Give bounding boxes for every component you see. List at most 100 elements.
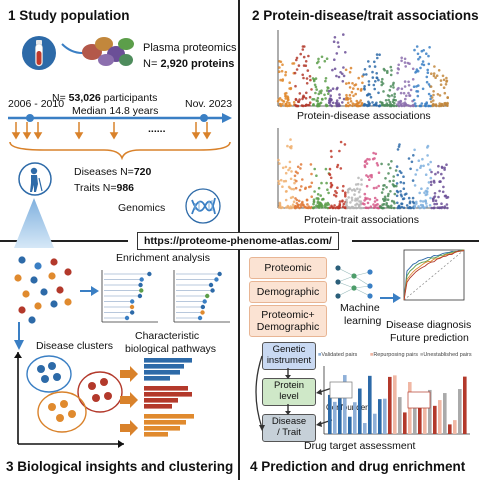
scatter-point [332, 206, 335, 209]
scatter-point [442, 78, 446, 82]
scatter-point [397, 104, 401, 108]
enrichment-lollipop-plot-2 [173, 270, 230, 323]
scatter-point [333, 58, 336, 61]
drug-target-label: Drug target assessment [304, 440, 416, 452]
protein-line2: level [279, 391, 299, 402]
scatter-point [372, 203, 375, 206]
scatter-point [278, 66, 281, 69]
scatter-point [431, 103, 435, 107]
scatter-point [430, 72, 433, 75]
scatter-point [280, 98, 283, 102]
scatter-point [400, 87, 404, 91]
scatter-point [375, 198, 379, 202]
scatter-point [382, 197, 385, 201]
scatter-point [355, 99, 359, 103]
scatter-point [328, 206, 332, 210]
scatter-point [314, 85, 318, 89]
scatter-point [398, 143, 401, 146]
scatter-point [434, 76, 437, 79]
scatter-point [443, 166, 446, 170]
scatter-point [400, 205, 404, 209]
scatter-point [407, 91, 410, 95]
scatter-point [293, 71, 297, 75]
scatter-point [278, 60, 281, 63]
scatter-point [430, 100, 433, 104]
scatter-point [363, 192, 367, 196]
horizontal-divider-right [352, 240, 479, 242]
scatter-point [332, 40, 336, 43]
scatter-point [276, 99, 280, 103]
scatter-point [375, 72, 378, 75]
scatter-point [346, 206, 349, 210]
timeline-dots: ...... [148, 123, 166, 135]
atlas-url[interactable]: https://proteome-phenome-atlas.com/ [137, 232, 339, 250]
scatter-point [323, 203, 327, 207]
scatter-point [308, 95, 312, 99]
protein-level-box: Protein level [262, 378, 316, 406]
scatter-point [329, 103, 332, 107]
protein-disease-manhattan-plot [276, 30, 449, 108]
scatter-point [411, 196, 415, 200]
lollipop-dot [138, 282, 143, 288]
plasma-proteomics-label: Plasma proteomics [143, 42, 237, 54]
scatter-point [359, 203, 363, 206]
scatter-point [334, 102, 338, 105]
lollipop-dot [130, 299, 135, 304]
scatter-point [385, 203, 388, 207]
scatter-point [301, 45, 305, 48]
scatter-point [376, 56, 379, 60]
scatter-point [428, 204, 432, 207]
scatter-point [286, 100, 289, 104]
scatter-point [301, 178, 304, 181]
scatter-point [425, 75, 429, 79]
scatter-point [396, 201, 399, 205]
ml-label-2: learning [344, 315, 382, 327]
scatter-point [375, 101, 378, 105]
protein-dot [22, 290, 30, 298]
scatter-point [388, 88, 392, 92]
scatter-point [366, 175, 370, 178]
scatter-point [390, 204, 393, 208]
scatter-point [312, 79, 316, 83]
median-followup: Median 14.8 years [72, 105, 159, 117]
scatter-point [345, 93, 348, 97]
participants-count: N= 53,026 participants [52, 92, 158, 104]
scatter-point [446, 206, 449, 210]
scatter-point [339, 167, 343, 170]
scatter-point [392, 104, 396, 108]
scatter-point [336, 41, 340, 44]
scatter-point [405, 94, 408, 98]
scatter-point [289, 87, 292, 91]
scatter-point [368, 178, 371, 181]
scatter-point [423, 191, 426, 194]
scatter-point [329, 98, 333, 102]
scatter-point [432, 199, 435, 203]
scatter-point [390, 160, 393, 163]
scatter-point [350, 205, 354, 209]
scatter-point [345, 202, 348, 206]
scatter-point [421, 157, 424, 161]
scatter-point [363, 102, 366, 106]
scatter-point [377, 91, 380, 95]
scatter-point [367, 206, 370, 210]
scatter-point [421, 200, 425, 203]
drug-bar [453, 420, 457, 434]
scatter-point [402, 197, 406, 200]
scatter-point [352, 87, 355, 90]
scatter-point [388, 95, 391, 98]
scatter-point [375, 162, 379, 165]
scatter-point [377, 171, 381, 174]
scatter-point [304, 60, 308, 63]
scatter-point [367, 80, 371, 83]
protein-dot [64, 298, 72, 306]
disease-clusters-label: Disease clusters [36, 340, 114, 352]
scatter-point [433, 195, 437, 198]
scatter-point [432, 197, 435, 201]
scatter-point [320, 55, 324, 59]
scatter-point [284, 171, 288, 175]
scatter-point [425, 192, 429, 196]
scatter-point [328, 172, 331, 176]
scatter-point [442, 185, 445, 189]
scatter-point [319, 202, 323, 205]
scatter-point [295, 56, 299, 60]
